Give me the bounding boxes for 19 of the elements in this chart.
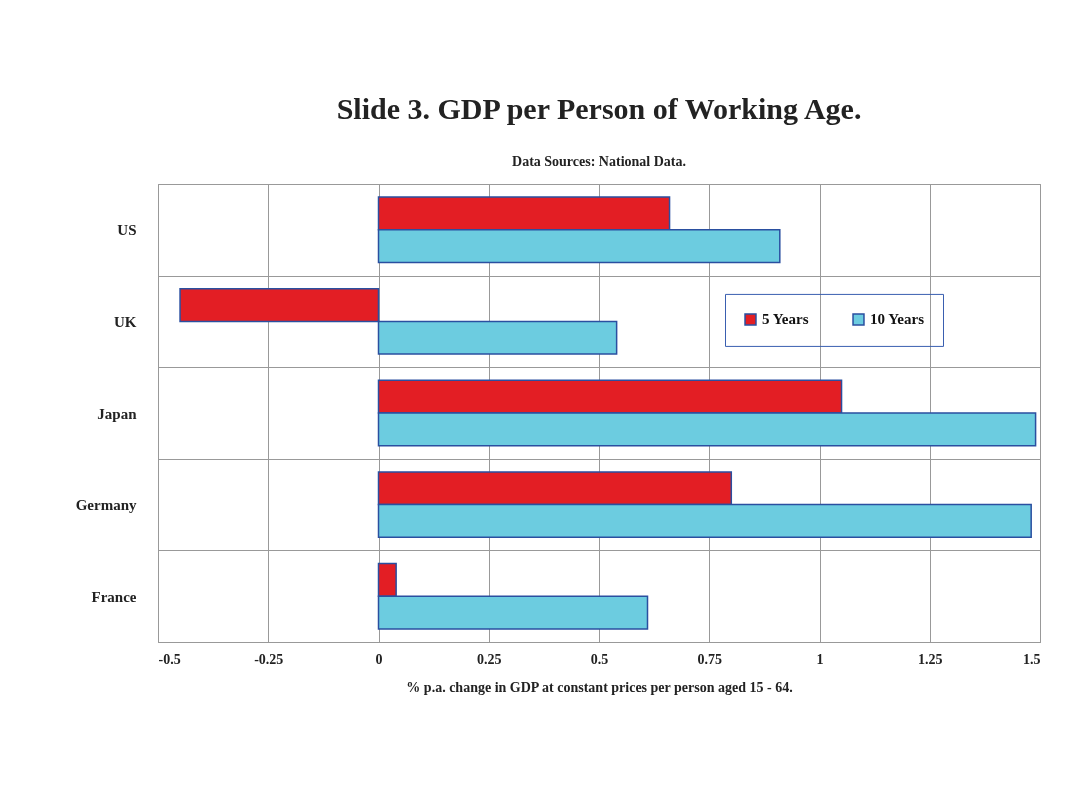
y-tick-label: Germany <box>75 497 137 514</box>
x-tick-label: 0 <box>375 651 383 667</box>
y-tick-label: France <box>91 588 137 605</box>
x-tick-label: 1.25 <box>918 651 943 667</box>
y-tick-label: US <box>117 222 137 239</box>
y-tick-label: UK <box>114 313 137 330</box>
x-tick-label: -0.5 <box>158 651 181 667</box>
y-tick-label: Japan <box>97 405 138 422</box>
chart-subtitle: Data Sources: National Data. <box>512 154 686 169</box>
x-tick-label: 0.75 <box>697 651 722 667</box>
x-tick-label: 1 <box>816 651 824 667</box>
legend-label: 5 Years <box>762 311 809 328</box>
x-tick-label: -0.25 <box>254 651 284 667</box>
x-tick-label: 1.5 <box>1023 651 1041 667</box>
x-axis-title: % p.a. change in GDP at constant prices per person aged 15 - 64. <box>406 679 793 695</box>
chart-title: Slide 3. GDP per Person of Working Age. <box>336 92 862 125</box>
x-tick-label: 0.5 <box>590 651 609 667</box>
x-tick-label: 0.25 <box>477 651 502 667</box>
legend-label: 10 Years <box>870 311 925 328</box>
